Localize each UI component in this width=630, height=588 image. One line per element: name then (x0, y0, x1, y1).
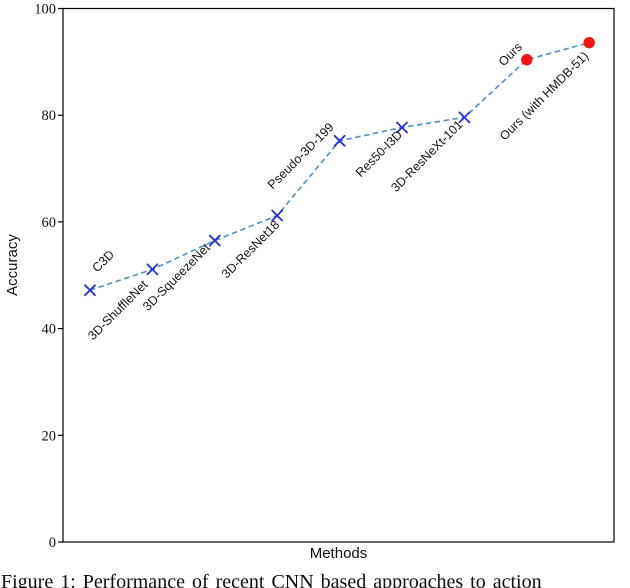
data-point-x-marker (208, 234, 221, 247)
data-point-label: 3D-ShuffleNet (85, 277, 151, 343)
x-axis-label: Methods (310, 545, 368, 562)
data-point-x-marker (271, 209, 284, 222)
data-point-label: 3D-ResNet18 (219, 218, 282, 281)
data-point-dot-marker (583, 36, 595, 49)
trend-line (89, 41, 590, 291)
data-point-x-marker (396, 121, 408, 134)
data-point-x-marker (84, 284, 96, 297)
y-tick-label: 80 (42, 108, 57, 124)
data-point-x-marker (146, 263, 159, 276)
y-tick-label: 0 (49, 535, 56, 551)
data-point-x-marker (333, 134, 346, 147)
figure-caption: Figure 1: Performance of recent CNN base… (1, 571, 542, 588)
data-point-x-marker (458, 111, 471, 124)
accuracy-line-chart: 0 20 40 60 80 100 Accuracy Methods C3D3D-Shuffle… (4, 2, 615, 562)
data-point-label: Res50-I3D (353, 128, 405, 180)
y-axis-label: Accuracy (4, 234, 21, 296)
data-point-label: Ours (496, 40, 525, 69)
data-point-label: 3D-SqueezeNet (140, 240, 213, 313)
data-point-label: C3D (90, 247, 118, 275)
y-tick-label: 100 (34, 2, 56, 18)
y-tick-label: 60 (42, 215, 57, 231)
plot-border (62, 7, 615, 543)
y-tick-label: 40 (42, 322, 57, 338)
data-point-dot-marker (521, 54, 533, 66)
data-point-label: Pseudo-3D-199 (265, 120, 337, 192)
y-tick-label: 20 (42, 428, 57, 444)
